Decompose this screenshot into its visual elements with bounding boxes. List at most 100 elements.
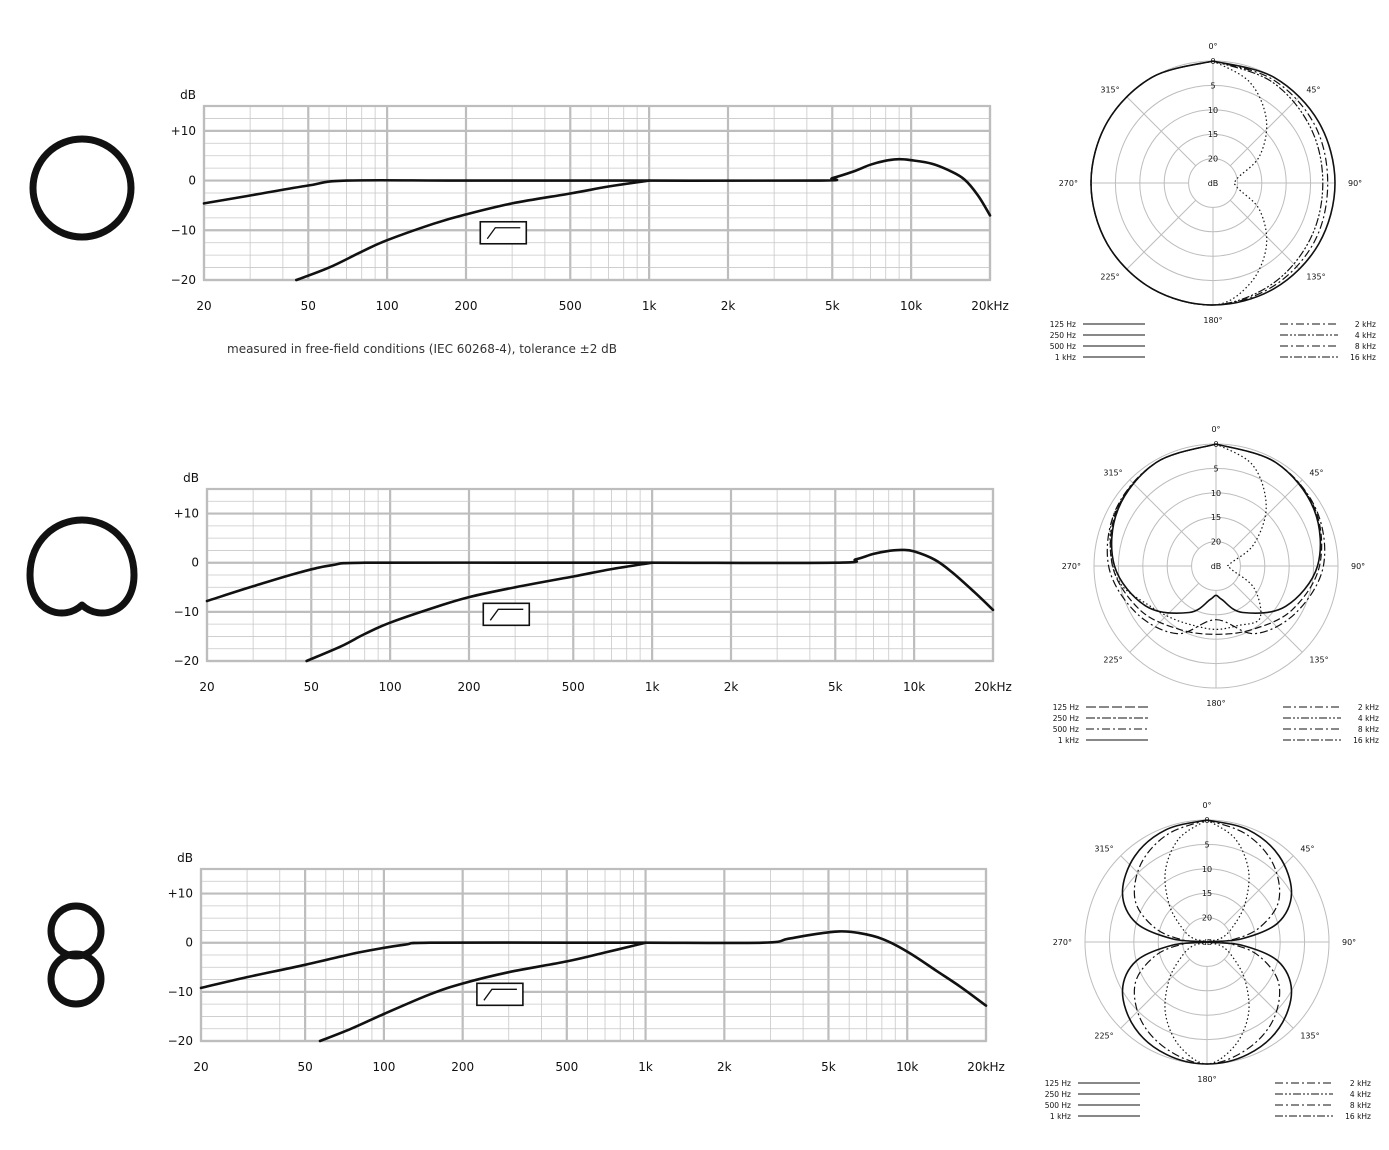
y-tick-label: −10 — [168, 985, 193, 999]
y-tick-label: 0 — [185, 936, 193, 950]
polar-angle-label: 45° — [1306, 86, 1320, 95]
legend-label-left: 1 kHz — [1050, 1112, 1071, 1121]
legend-label-left: 250 Hz — [1053, 714, 1079, 723]
x-tick-label: 1k — [642, 299, 657, 313]
polar-grid-spoke — [1232, 479, 1303, 550]
legend-label-left: 250 Hz — [1045, 1090, 1071, 1099]
x-tick-label: 100 — [372, 1060, 395, 1074]
polar-angle-label: 0° — [1202, 801, 1211, 810]
polar-grid-spoke — [1129, 582, 1200, 653]
x-tick-label: 100 — [379, 680, 402, 694]
legend-label-left: 125 Hz — [1053, 703, 1079, 712]
legend-label-right: 16 kHz — [1350, 353, 1376, 362]
polar-legend: 125 Hz 250 Hz 500 Hz 1 kHz 2 kHz 4 kHz 8 kHz 16… — [1050, 320, 1376, 362]
polar-grid-spoke — [1120, 855, 1191, 926]
response-curve-flat — [205, 548, 995, 612]
response-curve-high-pass — [295, 179, 651, 282]
filter-icon-slope — [486, 227, 521, 240]
y-axis-label: dB — [177, 851, 193, 865]
polar-radial-label: 15 — [1202, 889, 1212, 898]
response-curve-high-pass — [318, 941, 647, 1043]
high-pass-filter-icon — [479, 220, 528, 245]
y-tick-label: −20 — [168, 1034, 193, 1048]
polar-grid-spoke — [1126, 199, 1197, 270]
polar-legend: 125 Hz 250 Hz 500 Hz 1 kHz 2 kHz 4 kHz 8 kHz 16… — [1053, 703, 1379, 745]
y-tick-label: −20 — [171, 273, 196, 287]
fr-grid — [205, 487, 995, 663]
polar-radial-label: 10 — [1202, 865, 1212, 874]
polar-grid-spoke — [1223, 958, 1294, 1029]
x-tick-label: 5k — [828, 680, 843, 694]
frequency-response-chart-figure-8: +10 0 −10 −20 dB 20 50 100 200 500 1k 2k 5k 10k 20kHz — [168, 851, 1005, 1074]
frequency-response-chart-omni: +10 0 −10 −20 dB 20 50 100 200 500 1k 2k 5k 10k 20kHz — [171, 88, 1009, 313]
polar-radial-label: 10 — [1211, 489, 1221, 498]
polar-radial-label: dB — [1211, 562, 1222, 571]
legend-label-left: 1 kHz — [1055, 353, 1076, 362]
y-tick-label: −10 — [171, 223, 196, 237]
filter-icon-frame — [482, 602, 531, 627]
polar-pattern-chart-omni: 0°45°90°135°180°225°270°315°05101520dB12… — [1050, 42, 1376, 362]
legend-label-left: 125 Hz — [1045, 1079, 1071, 1088]
filter-icon-slope — [489, 608, 524, 621]
fr-plot-frame — [199, 867, 988, 1043]
legend-label-right: 2 kHz — [1350, 1079, 1371, 1088]
y-tick-label: +10 — [168, 887, 193, 901]
polar-curve-solid — [1110, 443, 1322, 614]
y-tick-label: +10 — [174, 507, 199, 521]
polar-pattern-chart-figure-8: 0°45°90°135°180°225°270°315°05101520dB12… — [1045, 801, 1371, 1121]
measurement-note: measured in free-field conditions (IEC 6… — [227, 342, 618, 356]
polar-angle-label: 225° — [1100, 272, 1119, 281]
x-tick-label: 20 — [193, 1060, 208, 1074]
legend-label-left: 500 Hz — [1050, 342, 1076, 351]
polar-legend: 125 Hz 250 Hz 500 Hz 1 kHz 2 kHz 4 kHz 8 kHz 16… — [1045, 1079, 1371, 1121]
polar-radial-label: 5 — [1210, 81, 1215, 90]
polar-curve-dotted — [1164, 819, 1250, 1065]
polar-radial-label: 20 — [1211, 538, 1221, 547]
polar-angle-label: 180° — [1203, 316, 1222, 325]
polar-angle-label: 270° — [1059, 179, 1078, 188]
x-tick-label: 2k — [717, 1060, 732, 1074]
legend-label-right: 2 kHz — [1358, 703, 1379, 712]
x-tick-label: 200 — [451, 1060, 474, 1074]
x-tick-label: 20kHz — [971, 299, 1009, 313]
y-tick-label: −10 — [174, 605, 199, 619]
x-tick-label: 2k — [721, 299, 736, 313]
x-tick-label: 2k — [724, 680, 739, 694]
legend-label-left: 125 Hz — [1050, 320, 1076, 329]
polar-angle-label: 90° — [1348, 179, 1362, 188]
polar-radial-label: 5 — [1213, 464, 1218, 473]
x-tick-label: 5k — [821, 1060, 836, 1074]
polar-angle-label: 315° — [1094, 845, 1113, 854]
x-tick-label: 500 — [555, 1060, 578, 1074]
x-tick-label: 100 — [376, 299, 399, 313]
high-pass-filter-icon — [482, 602, 531, 627]
x-tick-label: 200 — [458, 680, 481, 694]
polar-curve-dashed — [1109, 443, 1323, 635]
polar-radial-label: 15 — [1211, 513, 1221, 522]
x-tick-label: 10k — [900, 299, 922, 313]
legend-label-right: 8 kHz — [1350, 1101, 1371, 1110]
filter-icon-slope — [483, 988, 517, 1001]
x-tick-label: 10k — [903, 680, 925, 694]
polar-angle-label: 225° — [1103, 655, 1122, 664]
omni-circle-icon — [29, 135, 135, 241]
polar-angle-label: 135° — [1300, 1031, 1319, 1040]
y-tick-label: 0 — [191, 556, 199, 570]
y-axis-label: dB — [183, 471, 199, 485]
polar-grid-spoke — [1232, 582, 1303, 653]
polar-angle-label: 270° — [1062, 562, 1081, 571]
y-tick-label: +10 — [171, 124, 196, 138]
legend-label-left: 500 Hz — [1045, 1101, 1071, 1110]
polar-curve-dashdot — [1106, 443, 1326, 635]
polar-radial-label: 20 — [1208, 155, 1218, 164]
legend-label-right: 4 kHz — [1355, 331, 1376, 340]
x-tick-label: 50 — [301, 299, 316, 313]
polar-angle-label: 90° — [1342, 938, 1356, 947]
polar-angle-label: 90° — [1351, 562, 1365, 571]
legend-label-left: 1 kHz — [1058, 736, 1079, 745]
x-tick-label: 20 — [196, 299, 211, 313]
fr-plot-frame — [205, 487, 995, 663]
y-axis-label: dB — [180, 88, 196, 102]
legend-label-right: 16 kHz — [1353, 736, 1379, 745]
